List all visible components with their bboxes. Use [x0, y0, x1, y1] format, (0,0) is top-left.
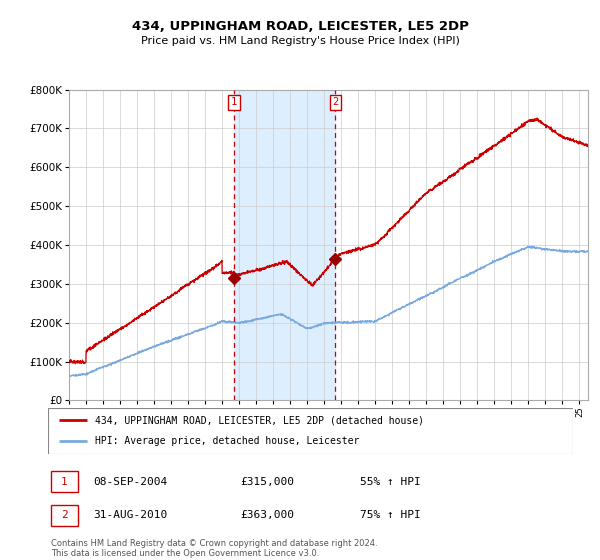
- Text: Price paid vs. HM Land Registry's House Price Index (HPI): Price paid vs. HM Land Registry's House …: [140, 36, 460, 46]
- Text: 31-AUG-2010: 31-AUG-2010: [93, 510, 167, 520]
- Text: HPI: Average price, detached house, Leicester: HPI: Average price, detached house, Leic…: [95, 436, 359, 446]
- Text: 55% ↑ HPI: 55% ↑ HPI: [360, 477, 421, 487]
- Text: 1: 1: [61, 477, 68, 487]
- Text: 2: 2: [332, 97, 338, 108]
- Text: 434, UPPINGHAM ROAD, LEICESTER, LE5 2DP: 434, UPPINGHAM ROAD, LEICESTER, LE5 2DP: [131, 20, 469, 32]
- Text: £363,000: £363,000: [240, 510, 294, 520]
- Text: 434, UPPINGHAM ROAD, LEICESTER, LE5 2DP (detached house): 434, UPPINGHAM ROAD, LEICESTER, LE5 2DP …: [95, 415, 424, 425]
- Text: 1: 1: [231, 97, 237, 108]
- Text: 08-SEP-2004: 08-SEP-2004: [93, 477, 167, 487]
- Text: 2: 2: [61, 510, 68, 520]
- FancyBboxPatch shape: [48, 408, 573, 454]
- Text: £315,000: £315,000: [240, 477, 294, 487]
- Text: 75% ↑ HPI: 75% ↑ HPI: [360, 510, 421, 520]
- Bar: [234, 90, 335, 400]
- Text: Contains HM Land Registry data © Crown copyright and database right 2024.
This d: Contains HM Land Registry data © Crown c…: [51, 539, 377, 558]
